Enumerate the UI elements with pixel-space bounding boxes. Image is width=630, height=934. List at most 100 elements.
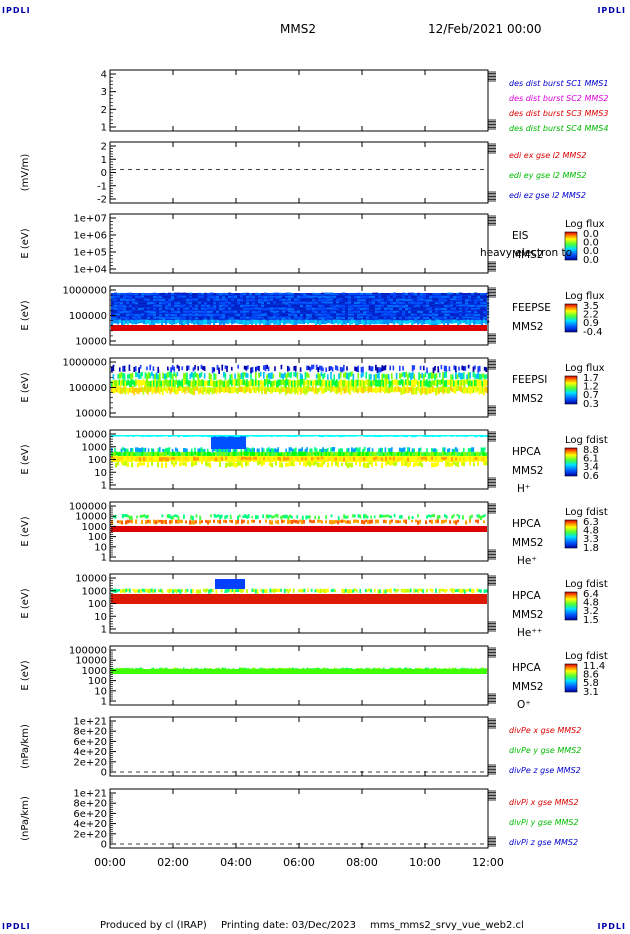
feepsi-mid xyxy=(427,373,430,380)
h-cyan xyxy=(250,448,252,453)
h-orange xyxy=(427,456,430,461)
he-orange xyxy=(341,519,344,523)
feepse-cyan-band xyxy=(393,319,396,325)
h-green xyxy=(445,452,448,459)
hepp-yellow xyxy=(325,588,328,593)
feepse-texture xyxy=(387,296,391,298)
feepse-texture xyxy=(189,296,193,298)
h-green xyxy=(400,452,403,457)
feepse-cyan-band xyxy=(169,319,172,324)
feepse-texture xyxy=(216,316,220,319)
feepse-texture xyxy=(120,314,124,316)
feepse-texture xyxy=(447,307,451,310)
feepse-texture xyxy=(207,302,211,304)
feepsi-yellow xyxy=(261,387,263,395)
feepse-cyan-band xyxy=(221,320,224,325)
he-orange xyxy=(167,520,170,524)
hepp-yellow xyxy=(262,589,265,594)
hepp-yellow xyxy=(427,589,430,594)
feepsi-green xyxy=(229,379,232,385)
h-green xyxy=(472,451,475,457)
feepse-texture xyxy=(243,295,247,298)
h-green xyxy=(419,452,422,456)
feepse-texture xyxy=(468,313,472,316)
feepsi-yellow xyxy=(478,387,481,395)
feepse-texture xyxy=(228,295,232,298)
feepsi-green xyxy=(220,380,223,386)
feepse-texture xyxy=(375,298,379,302)
feepsi-yellow xyxy=(415,386,418,395)
h-block-edge xyxy=(330,435,334,437)
feepse-texture xyxy=(474,292,478,295)
he-orange xyxy=(375,519,378,524)
feepsi-mid xyxy=(130,373,132,380)
feepse-texture xyxy=(186,299,190,301)
feepse-cyan-band xyxy=(121,320,124,326)
feepsi-green xyxy=(121,379,124,386)
feepsi-mid xyxy=(165,373,168,380)
feepse-texture xyxy=(357,301,361,304)
colorbar-title: Log fdist xyxy=(565,651,608,662)
feepsi-yellow xyxy=(426,387,428,396)
he-orange xyxy=(195,520,198,524)
feepsi-green xyxy=(294,380,296,387)
hepp-yellow xyxy=(454,589,457,593)
h-green xyxy=(432,451,435,456)
h-green xyxy=(179,452,182,458)
y-axis-label-feepsi: E (eV) xyxy=(20,372,31,402)
feepsi-mid xyxy=(367,374,369,379)
feepse-texture xyxy=(282,317,286,320)
feepsi-yellow xyxy=(474,386,476,392)
he-green xyxy=(418,514,421,518)
feepse-cyan-band xyxy=(243,319,246,325)
feepsi-yellow xyxy=(208,387,211,395)
h-lower xyxy=(231,462,234,467)
feepsi-sparse xyxy=(239,365,241,370)
he-orange xyxy=(255,520,258,523)
feepsi-sparse xyxy=(379,367,382,373)
y-axis-label-hpca_o: E (eV) xyxy=(20,660,31,690)
hepp-yellow xyxy=(336,589,338,592)
feepsi-sparse xyxy=(405,364,408,371)
he-green xyxy=(262,514,265,519)
h-orange xyxy=(213,457,216,462)
feepse-cyan-band xyxy=(135,319,138,325)
feepse-texture xyxy=(432,302,436,304)
feepsi-sparse xyxy=(117,367,120,374)
h-green xyxy=(256,452,259,459)
legend-entry: edi ey gse l2 MMS2 xyxy=(509,171,587,180)
feepsi-green xyxy=(441,379,443,385)
feepse-cyan-band xyxy=(153,320,156,326)
he-green xyxy=(226,515,229,518)
feepsi-mid xyxy=(187,372,190,379)
hepp-yellow xyxy=(256,589,259,594)
feepsi-yellow xyxy=(247,386,250,392)
feepsi-yellow xyxy=(241,386,244,392)
h-orange xyxy=(459,457,462,462)
feepsi-sparse xyxy=(179,365,182,371)
feepsi-sparse xyxy=(176,364,179,369)
feepsi-mid xyxy=(184,372,187,380)
feepse-cyan-band xyxy=(437,319,440,325)
h-green xyxy=(192,451,195,457)
feepse-texture xyxy=(327,316,331,319)
feepsi-green xyxy=(399,380,401,386)
hepp-yellow xyxy=(350,589,353,594)
feepse-texture xyxy=(366,296,370,298)
feepsi-sparse xyxy=(362,366,364,373)
feepsi-mid xyxy=(413,373,416,380)
feepse-texture xyxy=(402,310,406,313)
h-cyan xyxy=(114,448,116,454)
feepsi-sparse xyxy=(477,366,480,373)
hepp-yellow xyxy=(220,589,223,593)
feepse-cyan-band xyxy=(215,319,218,323)
he-orange xyxy=(413,519,416,523)
y-axis-label-divpi: (nPa/km) xyxy=(20,796,31,841)
h-green xyxy=(176,452,179,459)
feepse-texture xyxy=(207,298,211,301)
feepse-texture xyxy=(432,293,436,295)
feepsi-yellow xyxy=(444,386,446,393)
feepsi-green xyxy=(315,379,317,387)
feepsi-yellow xyxy=(225,386,227,393)
feepsi-sparse xyxy=(261,365,264,372)
